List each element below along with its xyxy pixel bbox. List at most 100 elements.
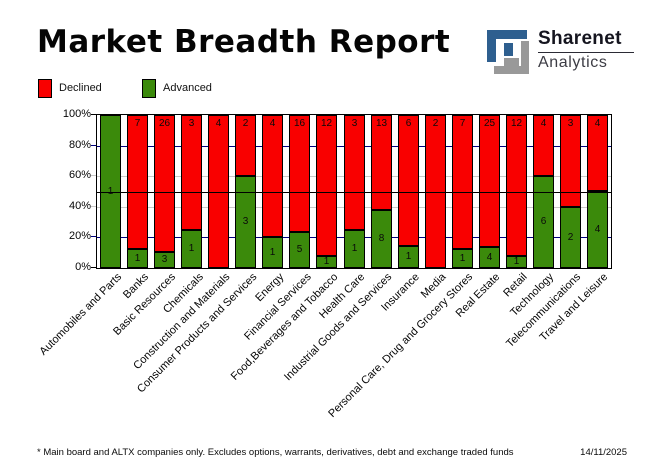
declined-segment (235, 115, 256, 176)
advanced-count: 1 (351, 243, 358, 254)
declined-segment (181, 115, 202, 230)
advanced-count: 8 (378, 233, 385, 244)
advanced-segment (398, 246, 419, 268)
advanced-count: 4 (594, 224, 601, 235)
bar-Health Care (344, 115, 365, 268)
advanced-color-swatch (142, 79, 156, 98)
y-axis-tick-0 (91, 267, 96, 268)
declined-count: 6 (405, 118, 412, 129)
y-axis-label-20: 20% (68, 230, 91, 242)
advanced-segment (127, 249, 148, 268)
declined-segment (452, 115, 473, 249)
advanced-segment (452, 249, 473, 268)
advanced-segment (181, 230, 202, 268)
advanced-count: 3 (242, 216, 249, 227)
declined-segment (506, 115, 527, 256)
sharenet-logo: Sharenet Analytics (486, 28, 636, 78)
x-axis-label: Automobiles and Parts (37, 271, 125, 358)
logo-subname: Analytics (538, 54, 608, 71)
y-axis-label-40: 40% (68, 200, 91, 212)
declined-segment (479, 115, 500, 247)
advanced-segment (316, 256, 337, 268)
declined-count: 12 (510, 118, 523, 129)
advanced-segment (154, 252, 175, 268)
advanced-count: 1 (459, 253, 466, 264)
advanced-segment (560, 207, 581, 268)
declined-segment (344, 115, 365, 230)
bar-Retail (506, 115, 527, 268)
declined-count: 16 (293, 118, 306, 129)
advanced-count: 2 (567, 232, 574, 243)
declined-count: 3 (567, 118, 574, 129)
bar-Construction and Materials (208, 115, 229, 268)
bar-Financial Services (289, 115, 310, 268)
declined-segment (316, 115, 337, 256)
bar-Chemicals (181, 115, 202, 268)
declined-count: 4 (594, 118, 601, 129)
advanced-count: 1 (323, 256, 330, 267)
bar-Banks (127, 115, 148, 268)
bar-Real Estate (479, 115, 500, 268)
bar-Consumer Products and Services (235, 115, 256, 268)
chart-plot-area: 1 7 1 26 3 3 1 4 2 3 4 1 16 5 12 1 3 1 13 8 6 1 2 7 1 25 4 12 1 4 6 3 2 4… (96, 114, 612, 269)
advanced-segment (262, 237, 283, 268)
advanced-count: 1 (405, 251, 412, 262)
sharenet-logo-text: Sharenet Analytics (538, 28, 636, 72)
advanced-segment (100, 115, 121, 268)
declined-segment (425, 115, 446, 268)
declined-count: 2 (432, 118, 439, 129)
declined-segment (154, 115, 175, 252)
advanced-count: 4 (486, 252, 493, 263)
bar-Energy (262, 115, 283, 268)
declined-count: 3 (351, 118, 358, 129)
declined-segment (127, 115, 148, 249)
advanced-count: 1 (107, 186, 114, 197)
y-axis-label-80: 80% (68, 139, 91, 151)
y-axis-tick-20 (91, 236, 96, 237)
footnote: * Main board and ALTX companies only. Ex… (37, 447, 514, 458)
advanced-count: 1 (269, 247, 276, 258)
bar-Media (425, 115, 446, 268)
declined-count: 4 (215, 118, 222, 129)
declined-segment (587, 115, 608, 191)
declined-count: 25 (483, 118, 496, 129)
declined-count: 3 (188, 118, 195, 129)
bar-Personal Care, Drug and Grocery Stores (452, 115, 473, 268)
sharenet-logo-icon (487, 30, 529, 74)
advanced-segment (289, 232, 310, 268)
bar-Basic Resources (154, 115, 175, 268)
declined-segment (398, 115, 419, 246)
advanced-count: 1 (513, 256, 520, 267)
logo-divider (538, 52, 634, 53)
declined-count: 13 (375, 118, 388, 129)
declined-segment (208, 115, 229, 268)
bar-Industrial Goods and Services (371, 115, 392, 268)
advanced-segment (479, 247, 500, 268)
declined-count: 12 (320, 118, 333, 129)
bar-Insurance (398, 115, 419, 268)
legend-label-advanced: Advanced (163, 82, 212, 94)
y-axis-tick-80 (91, 145, 96, 146)
y-axis-tick-40 (91, 206, 96, 207)
advanced-segment (533, 176, 554, 268)
advanced-count: 1 (134, 253, 141, 264)
declined-count: 7 (459, 118, 466, 129)
bar-Food,Beverages and Tobacco (316, 115, 337, 268)
declined-segment (371, 115, 392, 210)
bar-Automobiles and Parts (100, 115, 121, 268)
y-axis-label-100: 100% (62, 108, 91, 120)
declined-count: 7 (134, 118, 141, 129)
declined-segment (533, 115, 554, 176)
y-axis-label-0: 0% (75, 261, 91, 273)
declined-count: 26 (158, 118, 171, 129)
advanced-segment (235, 176, 256, 268)
declined-segment (560, 115, 581, 207)
y-axis-tick-100 (91, 114, 96, 115)
page-title: Market Breadth Report (37, 24, 451, 60)
advanced-count: 3 (161, 254, 168, 265)
report-date: 14/11/2025 (580, 447, 627, 458)
declined-count: 2 (242, 118, 249, 129)
gridline-50pct (97, 192, 611, 193)
advanced-segment (344, 230, 365, 268)
